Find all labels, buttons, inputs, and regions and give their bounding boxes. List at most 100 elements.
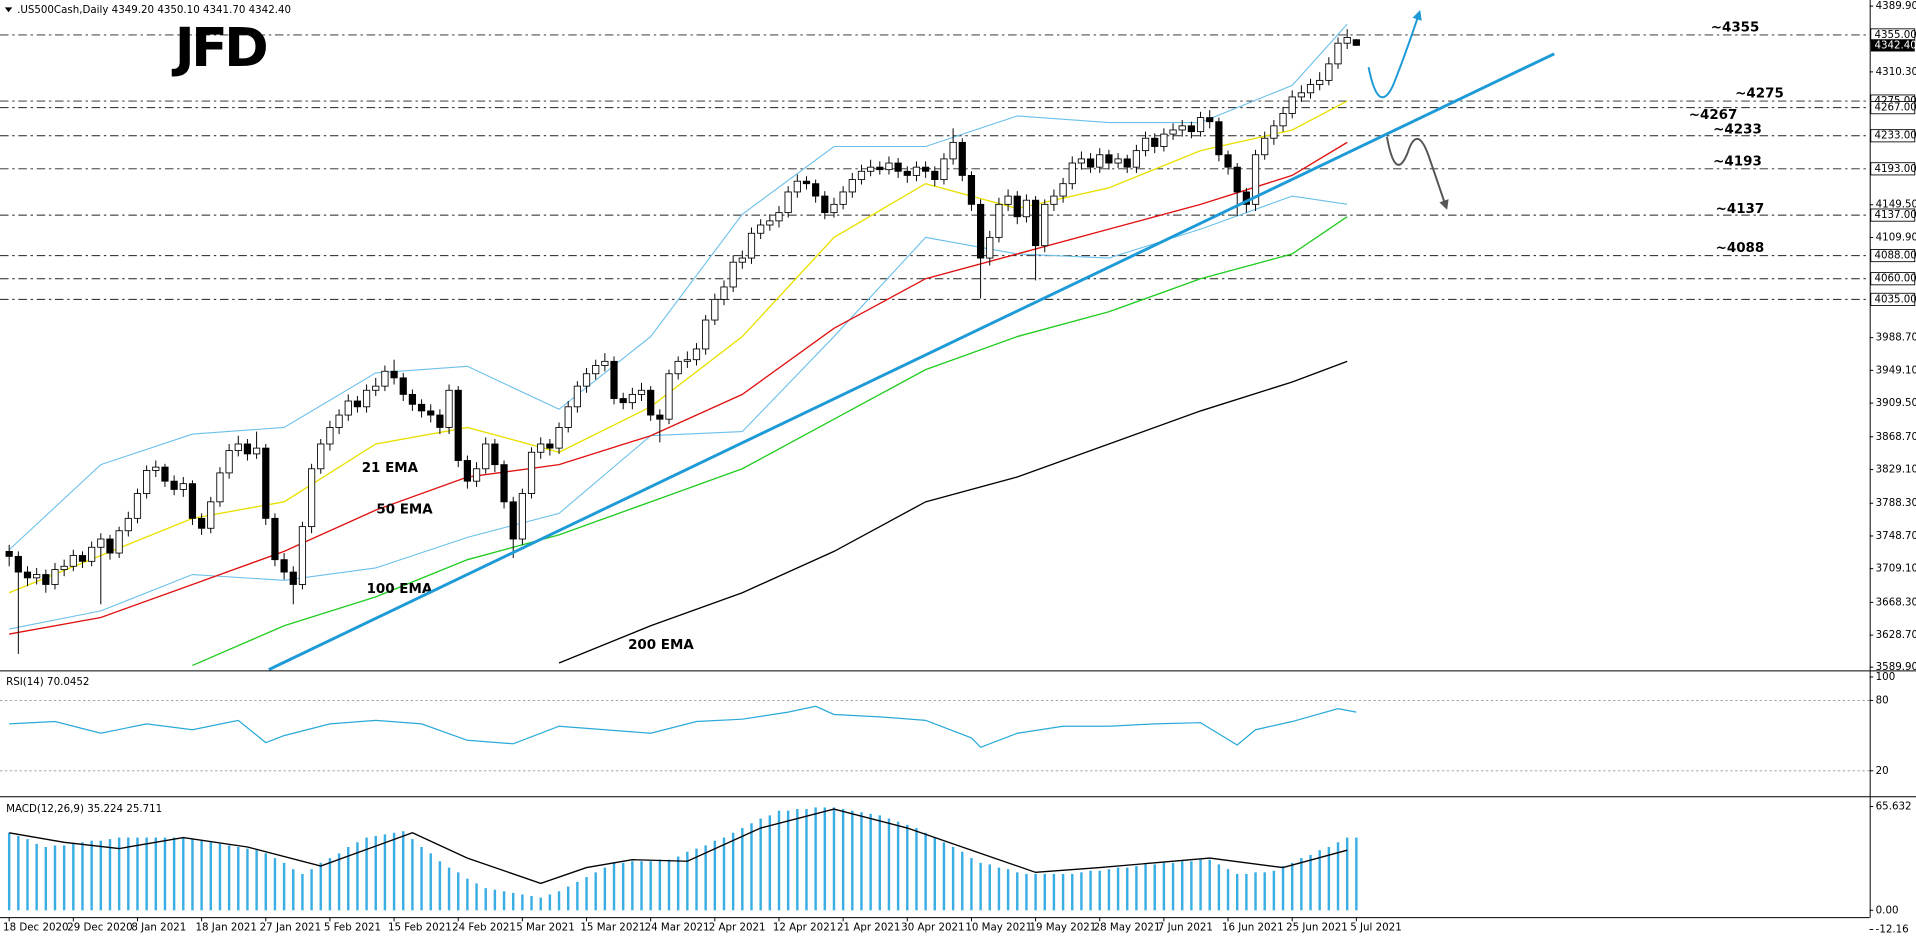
macd-bar [1199, 859, 1202, 911]
macd-bar [796, 809, 799, 911]
macd-bar [777, 810, 781, 911]
candle-body [1325, 63, 1333, 81]
candle-body [628, 393, 636, 404]
candle-body [775, 212, 783, 222]
y-tick-label: 80 [1876, 694, 1889, 706]
candle-body [133, 493, 142, 519]
candle-body [1160, 133, 1168, 147]
macd-bar [1025, 873, 1028, 911]
close-label: 4342.40 [249, 4, 291, 16]
macd-bar [502, 891, 506, 911]
macd-bar [255, 850, 258, 911]
macd-bar [457, 872, 460, 911]
candle-body [124, 517, 132, 532]
candle-body [995, 203, 1003, 238]
level-box [1870, 249, 1916, 263]
candle-body [1279, 113, 1287, 127]
candle-body [1004, 195, 1012, 205]
macd-bar [411, 839, 414, 911]
ema-line [9, 141, 1348, 635]
macd-bar [1300, 858, 1303, 911]
level-note: ~4137 [1716, 202, 1765, 217]
macd-bar [640, 861, 643, 911]
macd-bar [35, 843, 38, 911]
candle-body [454, 389, 462, 461]
y-tick-label: 3868.70 [1876, 431, 1916, 443]
candle-body [903, 170, 911, 176]
macd-bar [1126, 867, 1129, 911]
candle-body [1196, 117, 1205, 133]
y-tick-label: 4109.90 [1876, 231, 1916, 243]
candle-body [280, 559, 288, 573]
level-note: ~4355 [1711, 21, 1760, 36]
candle-body [436, 414, 444, 428]
candle-body [188, 483, 197, 519]
candle-body [97, 538, 105, 548]
macd-bar [319, 862, 322, 911]
candle-body [857, 170, 866, 180]
candle-body [23, 571, 32, 579]
macd-bar [172, 837, 176, 911]
candle-body [1224, 154, 1232, 168]
candle-body [720, 286, 728, 300]
macd-bar [722, 837, 726, 911]
y-tick-label: 3988.70 [1876, 332, 1916, 344]
x-tick-label: 24 Feb 2021 [452, 921, 516, 933]
macd-bar [832, 807, 836, 911]
macd-bar [951, 847, 955, 911]
y-tick-label: 65.632 [1876, 800, 1912, 812]
candle-body [5, 550, 13, 557]
candle-body [491, 443, 499, 466]
y-tick-label: 3628.70 [1876, 629, 1916, 641]
candle-body [885, 162, 893, 171]
macd-bar [273, 858, 277, 911]
macd-bar [337, 853, 341, 911]
macd-bar [365, 837, 368, 911]
candle-body [986, 236, 994, 259]
candle-body [1352, 39, 1360, 46]
macd-bar [310, 869, 313, 911]
macd-title: MACD(12,26,9) 35.224 25.711 [6, 803, 162, 815]
candle-body [949, 141, 957, 160]
macd-bar [127, 837, 130, 911]
candle-body [335, 414, 343, 428]
macd-bar [805, 809, 808, 911]
candle-body [1041, 203, 1049, 247]
macd-bar [557, 891, 561, 911]
macd-bar [392, 832, 396, 911]
y-tick-label: 3589.90 [1876, 661, 1916, 673]
macd-bar [530, 896, 533, 911]
level-note: ~4233 [1713, 123, 1762, 138]
candle-body [527, 451, 536, 494]
level-box-label: 4035.00 [1874, 293, 1916, 305]
macd-bar [1355, 837, 1358, 911]
macd-bar [1272, 870, 1276, 911]
y-tick-label: 4389.90 [1876, 0, 1916, 12]
macd-bar [860, 812, 863, 911]
candle-body [152, 466, 160, 471]
candle-body [1334, 42, 1342, 65]
macd-bar [1181, 861, 1184, 911]
y-tick-label: 3748.70 [1876, 530, 1916, 542]
macd-bar [1263, 872, 1266, 911]
level-box [1870, 208, 1916, 222]
y-tick-label: 3949.10 [1876, 364, 1916, 376]
macd-bar [328, 858, 332, 911]
macd-bar [768, 815, 772, 911]
candle-body [1169, 129, 1177, 135]
ema-line [192, 216, 1348, 667]
y-tick-label: 4310.30 [1876, 66, 1916, 78]
rsi-title: RSI(14) 70.0452 [6, 676, 89, 688]
macd-bar [17, 835, 20, 911]
macd-bar [402, 831, 405, 911]
macd-bar [667, 859, 671, 911]
candle-body [472, 468, 481, 482]
low-label: 4341.70 [203, 4, 245, 16]
candle-body [766, 220, 774, 226]
candle-body [42, 574, 50, 585]
macd-bar [1061, 873, 1065, 911]
candle-body [912, 166, 921, 176]
